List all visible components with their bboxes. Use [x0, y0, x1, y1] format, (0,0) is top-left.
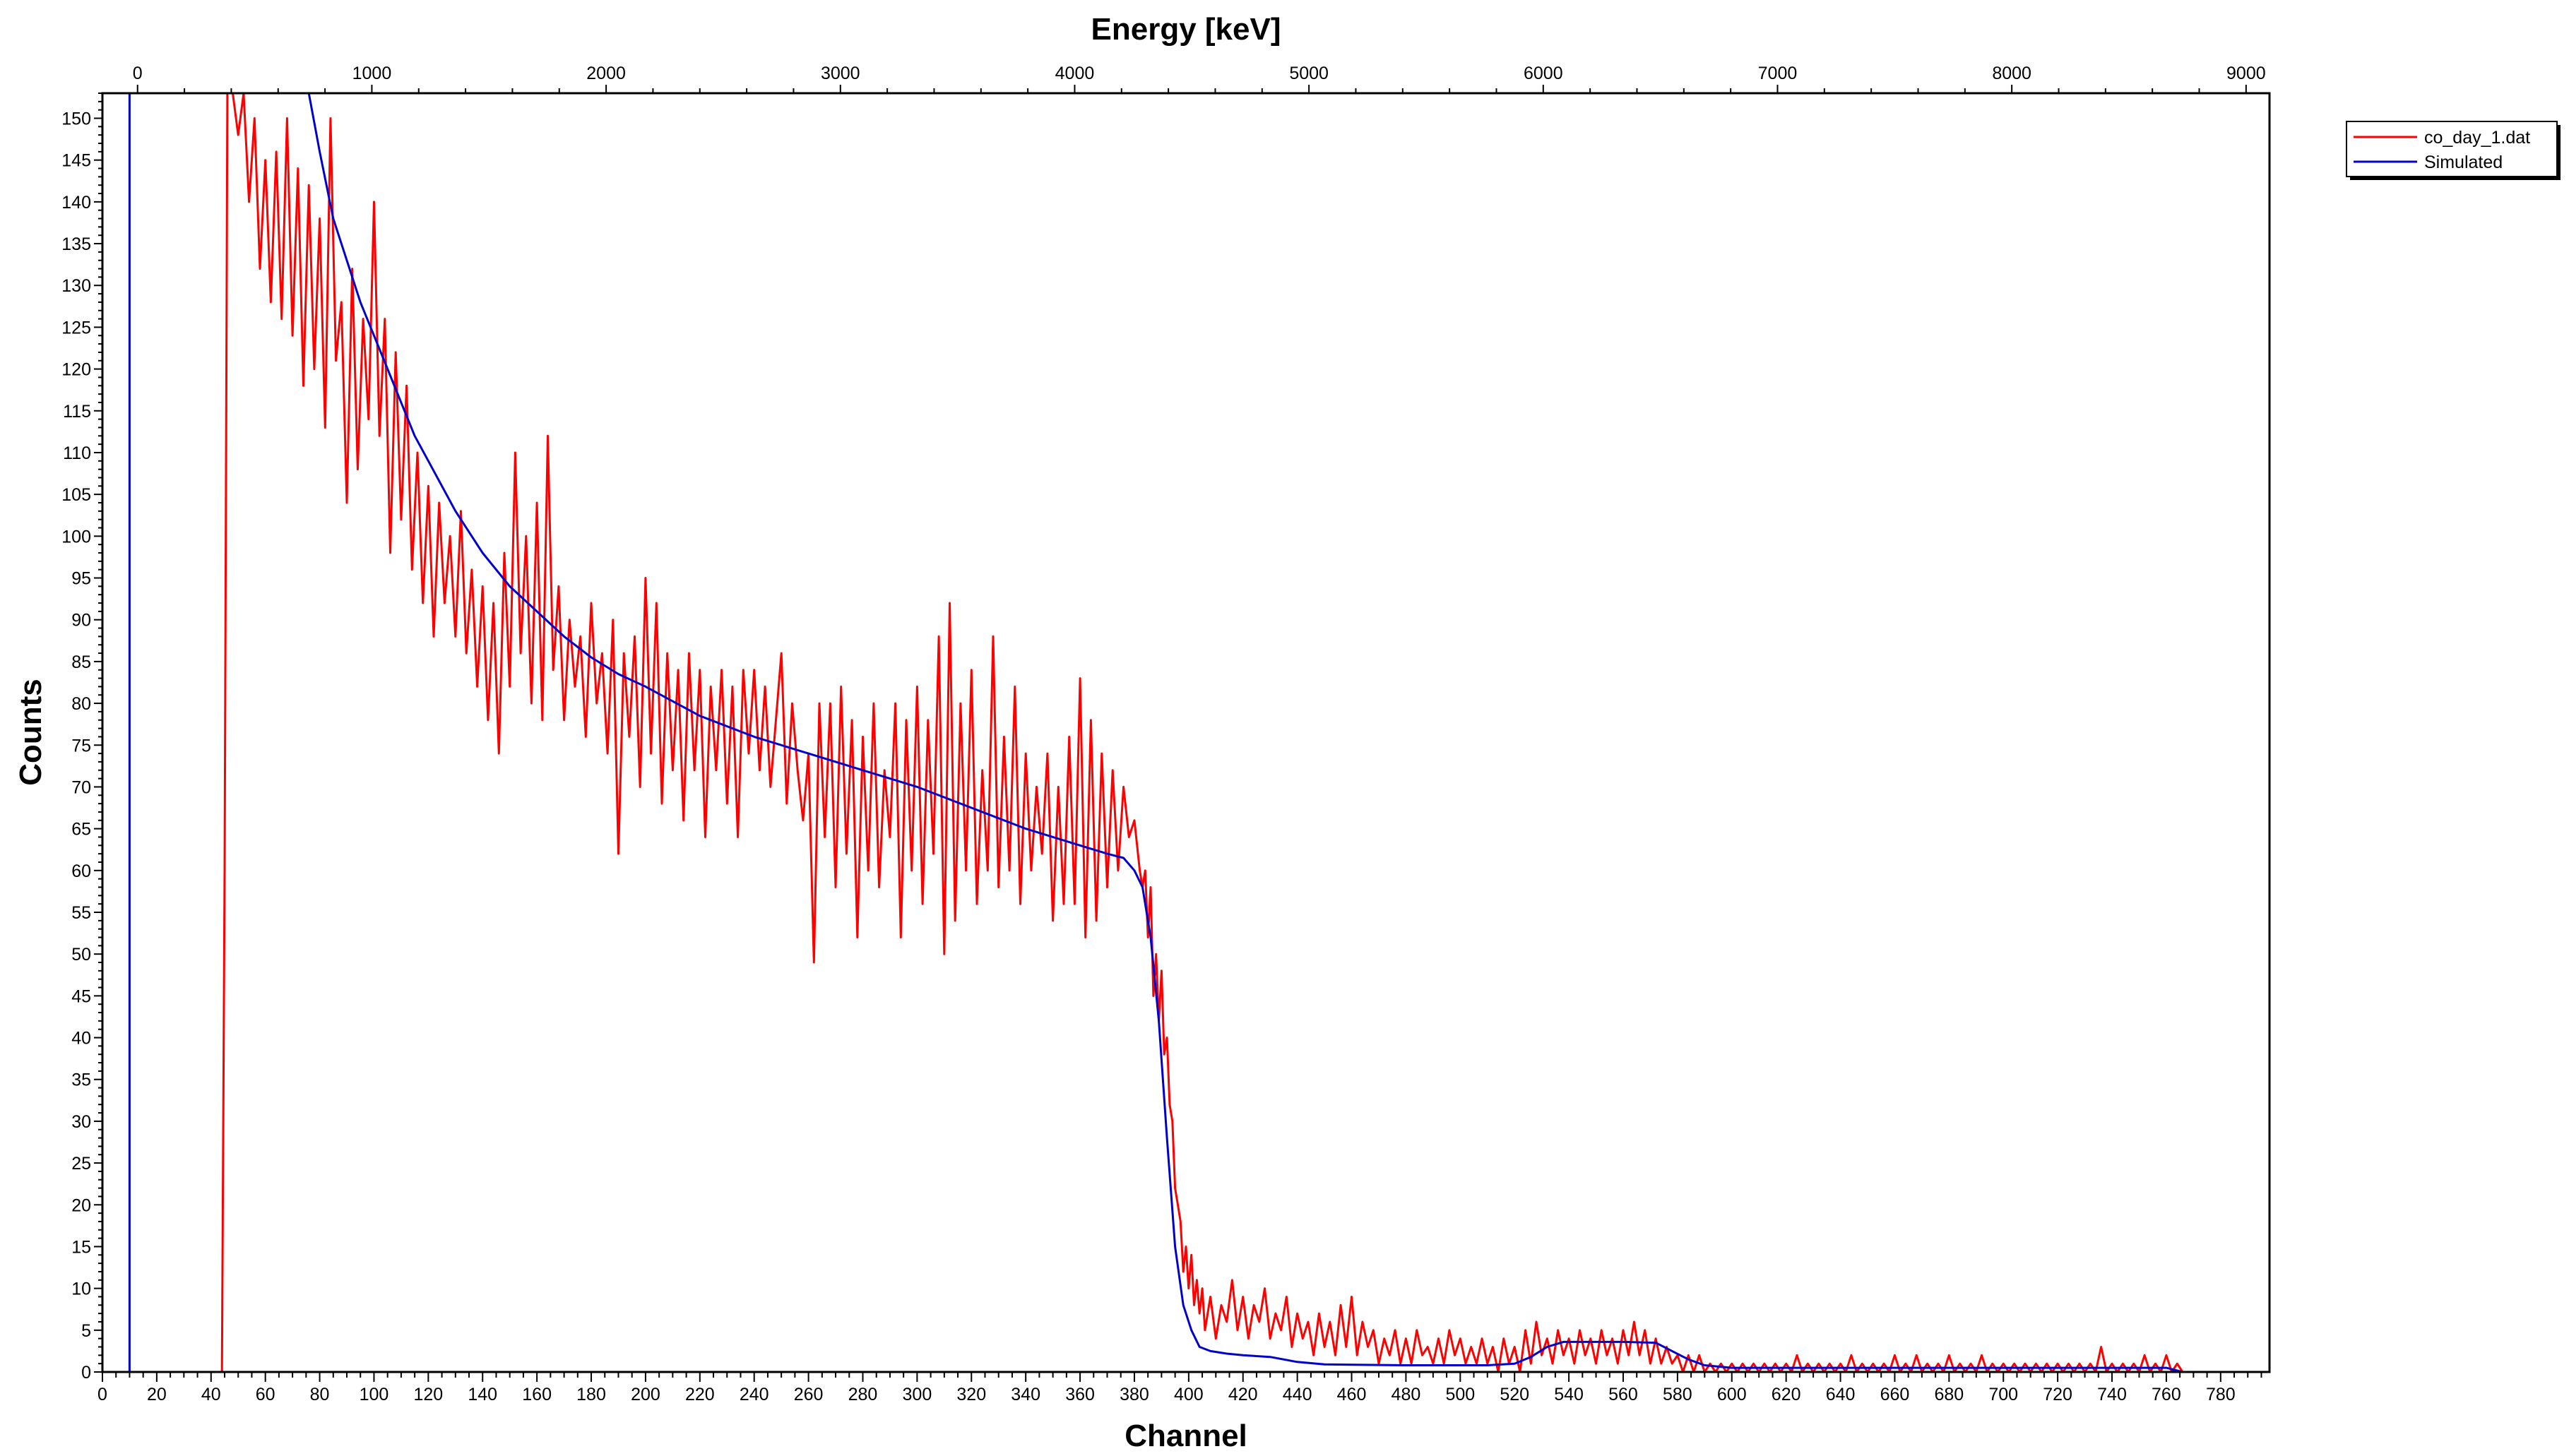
y-tick-label: 50	[71, 945, 91, 965]
y-tick-label: 55	[71, 903, 91, 923]
x-tick-label: 780	[2206, 1385, 2236, 1404]
x-tick-label: 80	[310, 1385, 330, 1404]
y-tick-label: 140	[61, 193, 91, 213]
x2-tick-label: 1000	[352, 64, 392, 83]
plot-frame	[101, 92, 2271, 1373]
x-tick-label: 640	[1826, 1385, 1856, 1404]
legend: co_day_1.dat Simulated	[2346, 121, 2561, 180]
y-tick-label: 30	[71, 1112, 91, 1132]
x-tick-label: 280	[848, 1385, 878, 1404]
x-tick-label: 680	[1934, 1385, 1964, 1404]
x-tick-label: 220	[685, 1385, 715, 1404]
x-tick-label: 20	[147, 1385, 167, 1404]
y-tick-label: 25	[71, 1154, 91, 1174]
x-tick-label: 380	[1120, 1385, 1149, 1404]
y-tick-label: 40	[71, 1029, 91, 1049]
x-tick-label: 460	[1337, 1385, 1367, 1404]
y-tick-label: 65	[71, 820, 91, 840]
y-tick-label: 150	[61, 109, 91, 129]
y-tick-label: 45	[71, 986, 91, 1006]
x-axis-title: Channel	[1125, 1419, 1247, 1453]
x-tick-label: 60	[256, 1385, 275, 1404]
x2-tick-label: 4000	[1055, 64, 1095, 83]
x2-tick-label: 5000	[1289, 64, 1329, 83]
x-tick-label: 700	[1988, 1385, 2018, 1404]
y-tick-label: 75	[71, 736, 91, 756]
y-tick-label: 35	[71, 1070, 91, 1090]
x-tick-label: 600	[1717, 1385, 1747, 1404]
x-tick-label: 520	[1500, 1385, 1529, 1404]
x-tick-label: 260	[794, 1385, 824, 1404]
x-tick-label: 360	[1065, 1385, 1095, 1404]
x-tick-label: 560	[1608, 1385, 1638, 1404]
x-tick-label: 120	[413, 1385, 443, 1404]
x-tick-label: 660	[1880, 1385, 1910, 1404]
x-tick-label: 100	[360, 1385, 389, 1404]
y-tick-label: 15	[71, 1237, 91, 1257]
y-tick-label: 90	[71, 611, 91, 631]
y-tick-label: 70	[71, 777, 91, 797]
x-tick-label: 180	[576, 1385, 606, 1404]
x2-tick-label: 9000	[2226, 64, 2266, 83]
x-tick-label: 240	[740, 1385, 769, 1404]
x-tick-label: 720	[2043, 1385, 2072, 1404]
x2-tick-label: 0	[133, 64, 143, 83]
y-tick-label: 100	[61, 527, 91, 547]
x2-axis-title: Energy [keV]	[1091, 12, 1281, 47]
x-tick-label: 620	[1772, 1385, 1801, 1404]
y-tick-label: 125	[61, 318, 91, 338]
x-tick-label: 440	[1283, 1385, 1312, 1404]
x-tick-label: 140	[468, 1385, 497, 1404]
x-tick-label: 400	[1174, 1385, 1204, 1404]
y-tick-label: 120	[61, 360, 91, 380]
y-tick-label: 80	[71, 694, 91, 714]
x-tick-label: 420	[1228, 1385, 1258, 1404]
y-tick-label: 115	[63, 402, 91, 422]
legend-label-1: Simulated	[2424, 153, 2503, 172]
y-tick-label: 135	[61, 234, 91, 254]
y-tick-label: 145	[61, 151, 91, 171]
x-tick-label: 40	[201, 1385, 221, 1404]
y-tick-label: 20	[71, 1195, 91, 1215]
x-tick-label: 0	[97, 1385, 107, 1404]
x-tick-label: 200	[631, 1385, 660, 1404]
x-tick-label: 500	[1445, 1385, 1475, 1404]
x-tick-label: 740	[2097, 1385, 2127, 1404]
x-tick-label: 340	[1011, 1385, 1040, 1404]
x2-tick-label: 8000	[1992, 64, 2031, 83]
x-tick-label: 320	[956, 1385, 986, 1404]
x-tick-label: 160	[522, 1385, 552, 1404]
plot-area	[102, 93, 2270, 1372]
y-tick-label: 110	[63, 443, 91, 463]
y-tick-label: 0	[81, 1363, 91, 1383]
x2-tick-label: 2000	[586, 64, 626, 83]
legend-box	[2346, 121, 2558, 177]
y-tick-label: 105	[61, 485, 91, 505]
series-line-1	[128, 93, 2183, 1372]
x-tick-label: 760	[2152, 1385, 2181, 1404]
x2-tick-label: 6000	[1524, 64, 1563, 83]
x-tick-label: 540	[1554, 1385, 1584, 1404]
x2-tick-label: 7000	[1758, 64, 1798, 83]
legend-label-0: co_day_1.dat	[2424, 128, 2530, 148]
y-tick-label: 60	[71, 861, 91, 881]
series-layer	[128, 93, 2184, 1372]
x-tick-label: 480	[1392, 1385, 1421, 1404]
y-axis-title: Counts	[13, 679, 48, 786]
x-tick-label: 300	[903, 1385, 932, 1404]
y-tick-label: 85	[71, 652, 91, 672]
y-tick-label: 5	[81, 1321, 91, 1341]
x-tick-label: 580	[1663, 1385, 1692, 1404]
ticks-layer: 0 20 40 60 80 100 120 140 160 180 200 220 240 260 280 3…	[61, 64, 2265, 1404]
x2-tick-label: 3000	[821, 64, 860, 83]
y-tick-label: 95	[71, 569, 91, 589]
y-tick-label: 130	[61, 276, 91, 296]
y-tick-label: 10	[71, 1279, 91, 1299]
